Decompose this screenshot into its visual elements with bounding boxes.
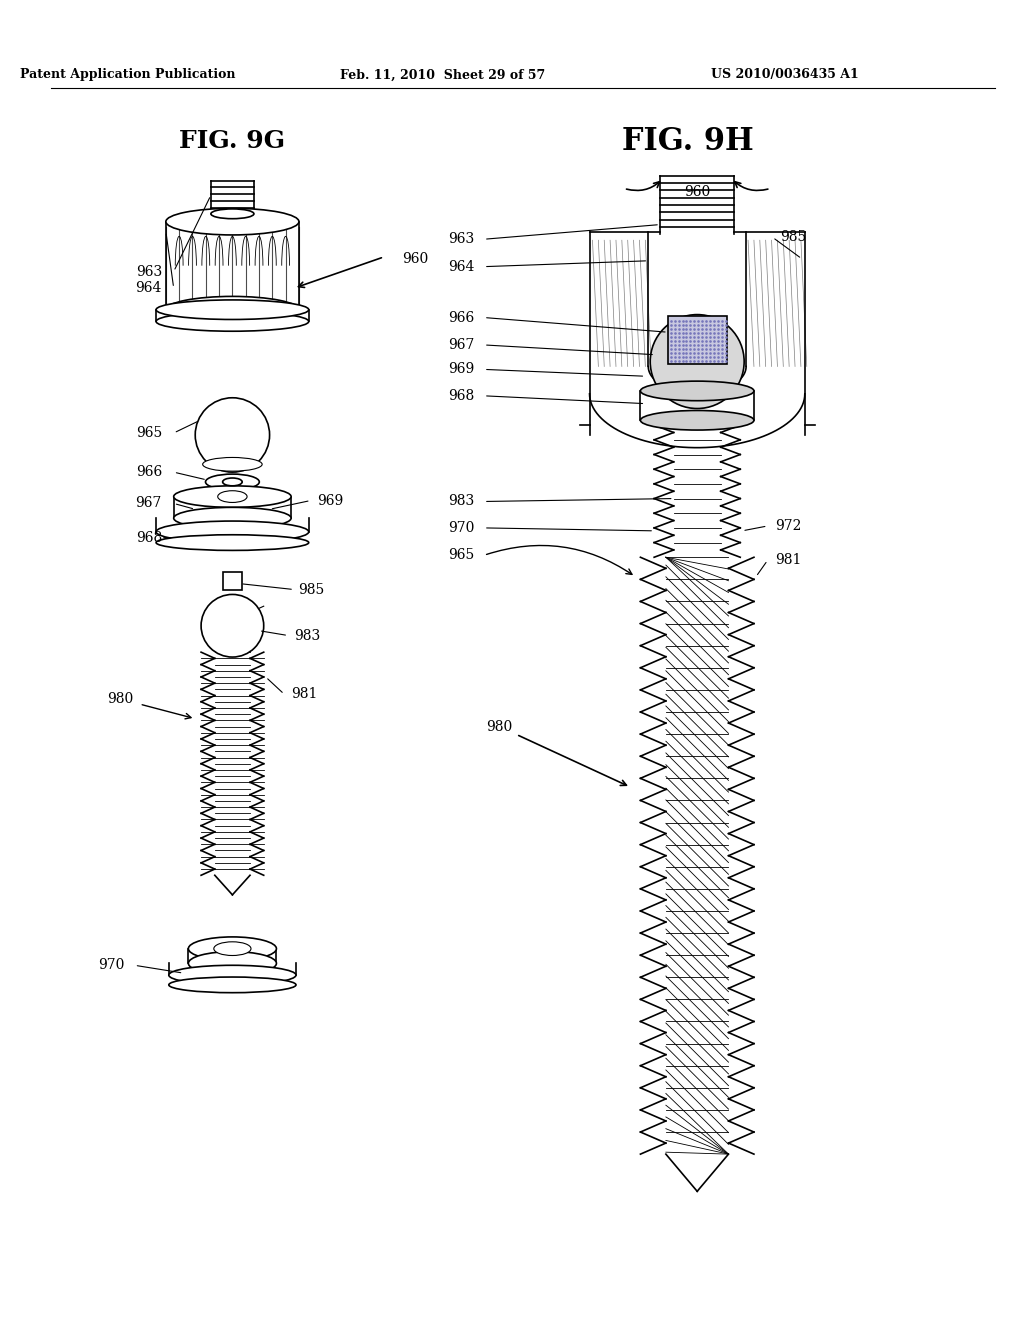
Text: FIG. 9H: FIG. 9H: [622, 125, 754, 157]
Text: US 2010/0036435 A1: US 2010/0036435 A1: [712, 69, 859, 82]
Ellipse shape: [174, 486, 291, 507]
Text: 985: 985: [298, 582, 325, 597]
Text: 964: 964: [447, 260, 474, 273]
Text: 966: 966: [447, 310, 474, 325]
Ellipse shape: [169, 965, 296, 985]
Ellipse shape: [203, 458, 262, 471]
Text: 967: 967: [447, 338, 474, 352]
Text: Patent Application Publication: Patent Application Publication: [19, 69, 236, 82]
Text: 985: 985: [780, 230, 807, 244]
Text: 980: 980: [486, 719, 513, 734]
Ellipse shape: [169, 977, 296, 993]
Ellipse shape: [206, 474, 259, 490]
Ellipse shape: [214, 941, 251, 956]
Ellipse shape: [166, 209, 299, 235]
Text: 964: 964: [135, 281, 162, 296]
Ellipse shape: [222, 478, 243, 486]
Ellipse shape: [156, 300, 308, 319]
Ellipse shape: [174, 507, 291, 529]
Text: 963: 963: [447, 232, 474, 247]
Text: 965: 965: [136, 426, 162, 440]
Text: 960: 960: [684, 185, 711, 199]
Text: Feb. 11, 2010  Sheet 29 of 57: Feb. 11, 2010 Sheet 29 of 57: [340, 69, 546, 82]
Ellipse shape: [156, 521, 308, 543]
Text: 960: 960: [401, 252, 428, 265]
Text: 967: 967: [135, 496, 162, 511]
Text: FIG. 9G: FIG. 9G: [179, 129, 286, 153]
Text: 966: 966: [136, 465, 162, 479]
Text: 972: 972: [775, 519, 802, 533]
Text: 965: 965: [447, 548, 474, 562]
Ellipse shape: [188, 952, 276, 975]
Text: 983: 983: [447, 495, 474, 508]
Ellipse shape: [188, 937, 276, 961]
Bar: [668, 315, 727, 364]
Circle shape: [650, 314, 744, 408]
Ellipse shape: [640, 381, 754, 401]
Text: 981: 981: [291, 688, 317, 701]
Text: 983: 983: [294, 628, 321, 643]
Circle shape: [201, 594, 264, 657]
Ellipse shape: [640, 411, 754, 430]
Text: 969: 969: [447, 363, 474, 376]
Ellipse shape: [166, 297, 299, 323]
Ellipse shape: [211, 209, 254, 219]
Text: 969: 969: [317, 494, 344, 507]
Bar: [222, 572, 243, 590]
Text: 963: 963: [136, 264, 162, 279]
Polygon shape: [666, 557, 728, 1154]
Ellipse shape: [156, 312, 308, 331]
Text: 968: 968: [136, 531, 162, 545]
Text: 970: 970: [447, 521, 474, 535]
Text: 981: 981: [775, 553, 802, 568]
Ellipse shape: [156, 535, 308, 550]
Text: 968: 968: [447, 389, 474, 403]
Text: 980: 980: [106, 692, 133, 706]
Ellipse shape: [218, 491, 247, 503]
Text: 970: 970: [98, 958, 125, 973]
Circle shape: [196, 397, 269, 473]
